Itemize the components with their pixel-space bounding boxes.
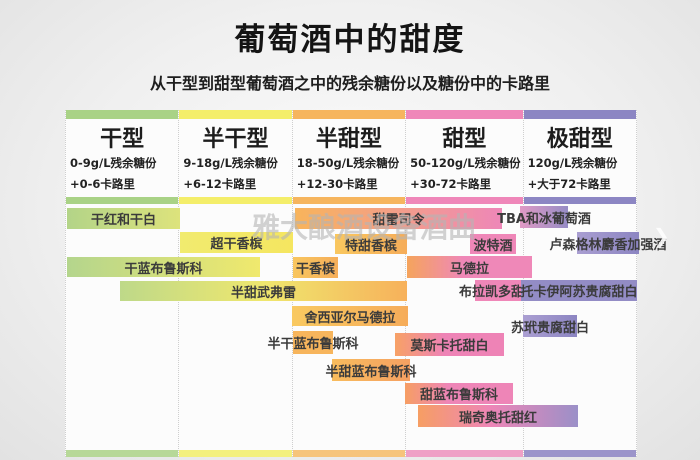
color-strip-top-semi-dry <box>179 110 292 119</box>
color-strip-top-sweet <box>406 110 523 119</box>
column-very-sweet: 极甜型 120g/L残余糖份 +大于72卡路里 <box>522 110 637 457</box>
color-strip-header-bottom-sweet <box>406 197 523 204</box>
column-sweet: 甜型 50-120g/L残余糖份 +30-72卡路里 <box>405 110 523 457</box>
column-sugar-semi-dry: 9-18g/L残余糖份 <box>183 156 278 170</box>
color-strip-top-semi-sweet <box>292 110 406 119</box>
color-strip-header-bottom-semi-sweet <box>292 197 406 204</box>
column-calories-semi-dry: +6-12卡路里 <box>183 177 257 191</box>
column-dry: 干型 0-9g/L残余糖份 +0-6卡路里 <box>65 110 179 457</box>
column-calories-sweet: +30-72卡路里 <box>410 177 491 191</box>
color-strip-footer-semi-dry <box>179 450 292 457</box>
page-subtitle: 从干型到甜型葡萄酒之中的残余糖份以及糖份中的卡路里 <box>149 74 550 93</box>
column-sugar-semi-sweet: 18-50g/L残余糖份 <box>296 156 400 170</box>
column-title-sweet: 甜型 <box>442 127 487 152</box>
color-strip-footer-dry <box>66 450 179 457</box>
column-sugar-sweet: 50-120g/L残余糖份 <box>410 156 521 170</box>
column-title-dry: 干型 <box>100 127 145 152</box>
carousel-arrow-icon: ❯ <box>653 224 670 248</box>
color-strip-header-bottom-dry <box>66 197 179 204</box>
column-calories-very-sweet: +大于72卡路里 <box>527 177 611 191</box>
column-title-very-sweet: 极甜型 <box>546 127 613 152</box>
column-semi-dry: 半干型 9-18g/L残余糖份 +6-12卡路里 <box>178 110 292 457</box>
color-strip-top-very-sweet <box>523 110 636 119</box>
column-calories-semi-sweet: +12-30卡路里 <box>296 177 378 191</box>
column-title-semi-dry: 半干型 <box>202 127 269 152</box>
column-sugar-dry: 0-9g/L残余糖份 <box>70 156 157 170</box>
watermark-text: 雅大酿酒设备酒曲 <box>252 211 477 244</box>
color-strip-header-bottom-semi-dry <box>179 197 292 204</box>
column-sugar-very-sweet: 120g/L残余糖份 <box>527 156 618 170</box>
column-semi-sweet: 半甜型 18-50g/L残余糖份 +12-30卡路里 <box>291 110 406 457</box>
color-strip-footer-semi-sweet <box>292 450 406 457</box>
page-title: 葡萄酒中的甜度 <box>234 22 466 58</box>
column-title-semi-sweet: 半甜型 <box>315 127 382 152</box>
color-strip-footer-very-sweet <box>523 450 636 457</box>
color-strip-top-dry <box>66 110 179 119</box>
color-strip-footer-sweet <box>406 450 523 457</box>
wine-sweetness-table: 干型 0-9g/L残余糖份 +0-6卡路里 半干型 9-18g/L残余糖份 +6… <box>65 110 637 457</box>
column-calories-dry: +0-6卡路里 <box>70 177 135 191</box>
color-strip-header-bottom-very-sweet <box>523 197 636 204</box>
